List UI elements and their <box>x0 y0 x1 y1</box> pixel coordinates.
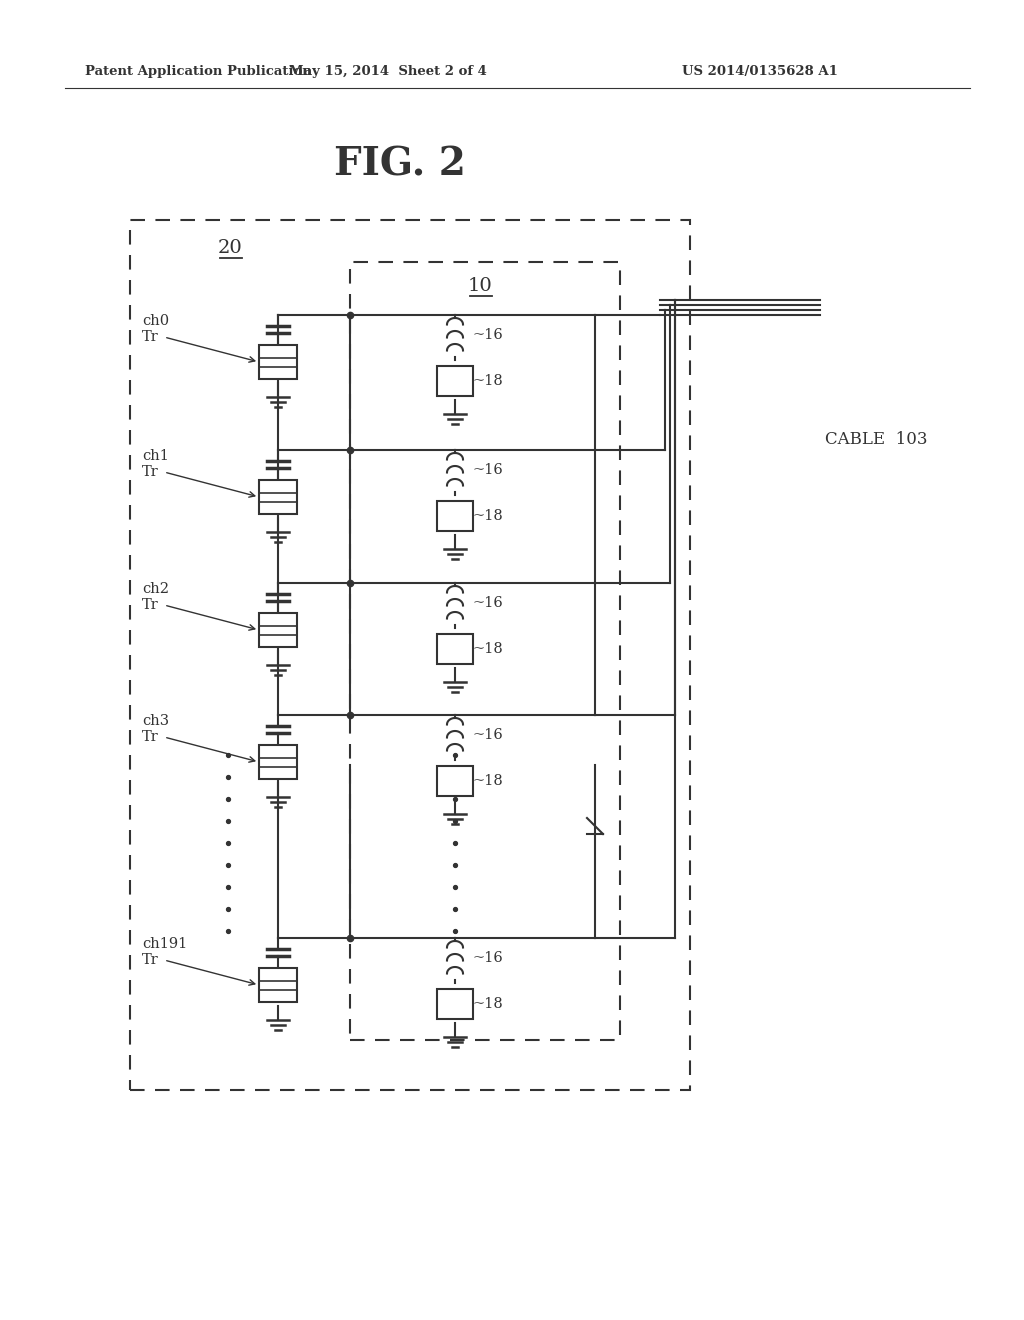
Text: Tr: Tr <box>142 730 159 744</box>
Bar <box>437 766 473 796</box>
Text: ch1: ch1 <box>142 449 169 463</box>
Text: FIG. 2: FIG. 2 <box>334 147 466 183</box>
Text: ch191: ch191 <box>142 937 187 950</box>
Text: Tr: Tr <box>142 465 159 479</box>
Text: ~18: ~18 <box>473 774 504 788</box>
Bar <box>130 220 690 1090</box>
Text: Tr: Tr <box>142 953 159 968</box>
Text: ch0: ch0 <box>142 314 169 327</box>
Bar <box>259 612 297 647</box>
Text: ch2: ch2 <box>142 582 169 597</box>
Text: Patent Application Publication: Patent Application Publication <box>85 66 311 78</box>
Text: May 15, 2014  Sheet 2 of 4: May 15, 2014 Sheet 2 of 4 <box>289 66 487 78</box>
Bar <box>350 261 620 1040</box>
Text: ~16: ~16 <box>473 952 504 965</box>
Text: ~16: ~16 <box>473 597 504 610</box>
Text: ~18: ~18 <box>473 997 504 1011</box>
Text: Tr: Tr <box>142 598 159 612</box>
Text: 20: 20 <box>218 239 243 257</box>
Text: ~18: ~18 <box>473 374 504 388</box>
Text: ~16: ~16 <box>473 463 504 478</box>
Bar <box>259 345 297 379</box>
Text: US 2014/0135628 A1: US 2014/0135628 A1 <box>682 66 838 78</box>
Text: CABLE  103: CABLE 103 <box>825 432 928 449</box>
Bar <box>437 989 473 1019</box>
Bar <box>437 366 473 396</box>
Text: ~16: ~16 <box>473 729 504 742</box>
Text: ~18: ~18 <box>473 510 504 523</box>
Text: ~18: ~18 <box>473 642 504 656</box>
Bar <box>437 502 473 531</box>
Bar <box>259 968 297 1002</box>
Text: ~16: ~16 <box>473 329 504 342</box>
Text: 10: 10 <box>468 277 493 294</box>
Bar <box>437 634 473 664</box>
Text: Tr: Tr <box>142 330 159 345</box>
Text: ch3: ch3 <box>142 714 169 729</box>
Bar <box>259 744 297 779</box>
Bar <box>259 480 297 513</box>
